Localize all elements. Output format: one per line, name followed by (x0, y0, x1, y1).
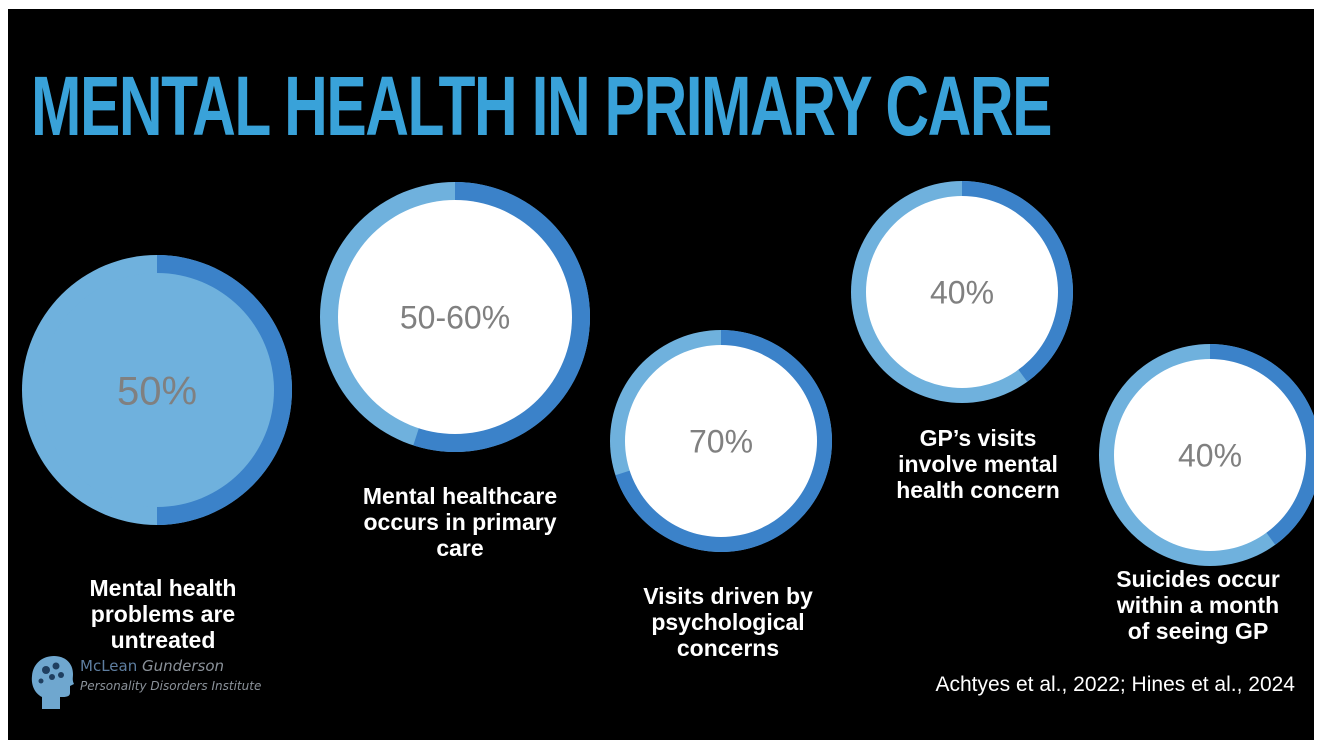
brain-head-icon (31, 656, 75, 709)
donut-value-label-1: 50% (117, 369, 197, 413)
donut-value-label-4: 40% (930, 275, 994, 311)
logo-subtitle: Personality Disorders Institute (80, 679, 262, 693)
donut-charts: 50% 50-60% 70% 40% 40% (22, 181, 1314, 566)
stat-label-3: Visits driven by psychological concerns (643, 583, 813, 661)
stat-label-4: GP’s visits involve mental health concer… (896, 425, 1060, 503)
donut-value-label-3: 70% (689, 424, 753, 460)
donut-value-label-2: 50-60% (400, 300, 510, 336)
donut-chart-2: 50-60% (320, 182, 591, 452)
donut-center-1 (40, 273, 274, 507)
donut-center-3 (625, 345, 817, 537)
donut-center-4 (866, 196, 1058, 388)
slide: MENTAL HEALTH IN PRIMARY CARE 50% 50-60% 7… (8, 9, 1314, 740)
donut-center-2 (338, 200, 572, 434)
stat-label-2: Mental healthcare occurs in primary care (362, 483, 558, 561)
stat-label-1: Mental health problems are untreated (89, 575, 237, 653)
donut-center-5 (1114, 359, 1306, 551)
donut-chart-4: 40% (851, 181, 1073, 403)
donut-chart-3: 70% (610, 330, 832, 553)
donut-chart-1: 50% (22, 255, 292, 525)
logo: McLean Gunderson Personality Disorders I… (30, 653, 270, 715)
donut-value-label-5: 40% (1178, 438, 1242, 474)
citation: Achtyes et al., 2022; Hines et al., 2024 (935, 673, 1295, 696)
stat-label-5: Suicides occur within a month of seeing … (1116, 566, 1280, 644)
slide-title: MENTAL HEALTH IN PRIMARY CARE (31, 59, 1052, 153)
logo-name: McLean Gunderson (80, 657, 225, 675)
donut-chart-5: 40% (1099, 344, 1314, 566)
